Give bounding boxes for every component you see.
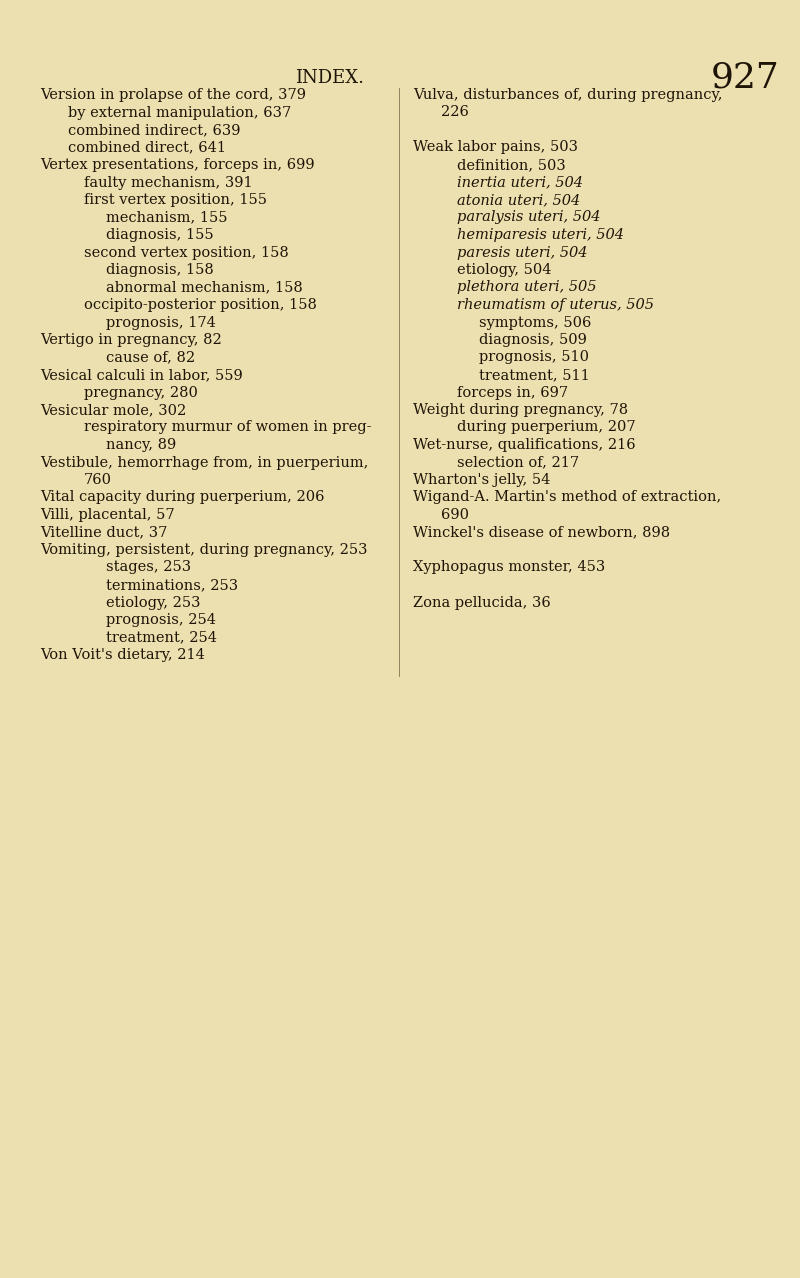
Text: 760: 760: [84, 473, 112, 487]
Text: prognosis, 174: prognosis, 174: [106, 316, 216, 330]
Text: diagnosis, 155: diagnosis, 155: [106, 227, 214, 242]
Text: prognosis, 254: prognosis, 254: [106, 613, 216, 627]
Text: Zona pellucida, 36: Zona pellucida, 36: [413, 596, 550, 610]
Text: terminations, 253: terminations, 253: [106, 578, 238, 592]
Text: symptoms, 506: symptoms, 506: [479, 316, 591, 330]
Text: treatment, 254: treatment, 254: [106, 630, 217, 644]
Text: forceps in, 697: forceps in, 697: [457, 386, 568, 400]
Text: Vertigo in pregnancy, 82: Vertigo in pregnancy, 82: [40, 334, 222, 348]
Text: Vitelline duct, 37: Vitelline duct, 37: [40, 525, 167, 539]
Text: Vesical calculi in labor, 559: Vesical calculi in labor, 559: [40, 368, 242, 382]
Text: paralysis uteri, 504: paralysis uteri, 504: [457, 211, 601, 225]
Text: during puerperium, 207: during puerperium, 207: [457, 420, 636, 435]
Text: Wigand-A. Martin's method of extraction,: Wigand-A. Martin's method of extraction,: [413, 491, 722, 505]
Text: diagnosis, 158: diagnosis, 158: [106, 263, 214, 277]
Text: cause of, 82: cause of, 82: [106, 350, 195, 364]
Text: treatment, 511: treatment, 511: [479, 368, 590, 382]
Text: abnormal mechanism, 158: abnormal mechanism, 158: [106, 280, 302, 294]
Text: first vertex position, 155: first vertex position, 155: [84, 193, 267, 207]
Text: Weak labor pains, 503: Weak labor pains, 503: [413, 141, 578, 155]
Text: combined indirect, 639: combined indirect, 639: [68, 123, 241, 137]
Text: 226: 226: [441, 106, 469, 120]
Text: pregnancy, 280: pregnancy, 280: [84, 386, 198, 400]
Text: Vertex presentations, forceps in, 699: Vertex presentations, forceps in, 699: [40, 158, 314, 173]
Text: faulty mechanism, 391: faulty mechanism, 391: [84, 175, 253, 189]
Text: second vertex position, 158: second vertex position, 158: [84, 245, 289, 259]
Text: Wharton's jelly, 54: Wharton's jelly, 54: [413, 473, 550, 487]
Text: diagnosis, 509: diagnosis, 509: [479, 334, 587, 348]
Text: Xyphopagus monster, 453: Xyphopagus monster, 453: [413, 561, 606, 575]
Text: rheumatism of uterus, 505: rheumatism of uterus, 505: [457, 298, 654, 312]
Text: Von Voit's dietary, 214: Von Voit's dietary, 214: [40, 648, 205, 662]
Text: Vulva, disturbances of, during pregnancy,: Vulva, disturbances of, during pregnancy…: [413, 88, 722, 102]
Text: stages, 253: stages, 253: [106, 561, 191, 575]
Text: 927: 927: [710, 61, 779, 95]
Text: combined direct, 641: combined direct, 641: [68, 141, 226, 155]
Text: mechanism, 155: mechanism, 155: [106, 211, 227, 225]
Text: Wet-nurse, qualifications, 216: Wet-nurse, qualifications, 216: [413, 438, 636, 452]
Text: by external manipulation, 637: by external manipulation, 637: [68, 106, 291, 120]
Text: Version in prolapse of the cord, 379: Version in prolapse of the cord, 379: [40, 88, 306, 102]
Text: INDEX.: INDEX.: [295, 69, 365, 87]
Text: Vital capacity during puerperium, 206: Vital capacity during puerperium, 206: [40, 491, 325, 505]
Text: nancy, 89: nancy, 89: [106, 438, 176, 452]
Text: Winckel's disease of newborn, 898: Winckel's disease of newborn, 898: [413, 525, 670, 539]
Text: Vestibule, hemorrhage from, in puerperium,: Vestibule, hemorrhage from, in puerperiu…: [40, 455, 368, 469]
Text: prognosis, 510: prognosis, 510: [479, 350, 589, 364]
Text: Vesicular mole, 302: Vesicular mole, 302: [40, 403, 186, 417]
Text: Vomiting, persistent, during pregnancy, 253: Vomiting, persistent, during pregnancy, …: [40, 543, 367, 557]
Text: paresis uteri, 504: paresis uteri, 504: [457, 245, 587, 259]
Text: 690: 690: [441, 507, 469, 521]
Text: Villi, placental, 57: Villi, placental, 57: [40, 507, 174, 521]
Text: etiology, 504: etiology, 504: [457, 263, 551, 277]
Text: occipito-posterior position, 158: occipito-posterior position, 158: [84, 298, 317, 312]
Text: selection of, 217: selection of, 217: [457, 455, 579, 469]
Text: plethora uteri, 505: plethora uteri, 505: [457, 280, 597, 294]
Text: Weight during pregnancy, 78: Weight during pregnancy, 78: [413, 403, 628, 417]
Text: atonia uteri, 504: atonia uteri, 504: [457, 193, 580, 207]
Text: definition, 503: definition, 503: [457, 158, 566, 173]
Text: inertia uteri, 504: inertia uteri, 504: [457, 175, 583, 189]
Text: hemiparesis uteri, 504: hemiparesis uteri, 504: [457, 227, 624, 242]
Text: respiratory murmur of women in preg-: respiratory murmur of women in preg-: [84, 420, 371, 435]
Text: etiology, 253: etiology, 253: [106, 596, 201, 610]
